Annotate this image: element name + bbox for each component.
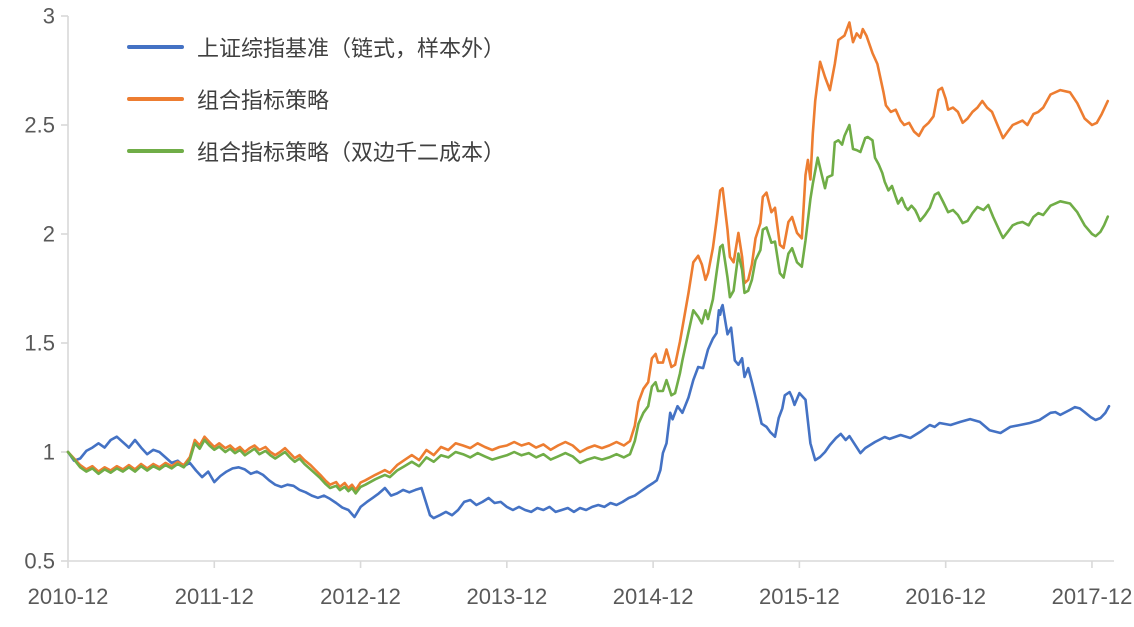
- strategy-series-line: [66, 21, 1110, 492]
- legend-label-benchmark: 上证综指基准（链式，样本外）: [197, 36, 506, 61]
- y-tick-label: 2.5: [24, 113, 55, 138]
- legend: 上证综指基准（链式，样本外） 组合指标策略 组合指标策略（双边千二成本）: [127, 21, 505, 177]
- y-tick-label: 2: [43, 222, 55, 247]
- benchmark-series-line: [66, 303, 1111, 520]
- legend-label-strategy-with-cost: 组合指标策略（双边千二成本）: [197, 140, 506, 165]
- strategy-line-icon: [127, 97, 184, 101]
- x-tick-label: 2014-12: [613, 584, 694, 609]
- y-tick-label: 1.5: [24, 331, 55, 356]
- x-tick-label: 2012-12: [320, 584, 401, 609]
- x-tick-label: 2017-12: [1052, 584, 1133, 609]
- x-tick-label: 2015-12: [759, 584, 840, 609]
- y-tick-label: 0.5: [24, 549, 55, 574]
- strategy-cost-series-line: [66, 123, 1110, 495]
- x-tick-label: 2013-12: [466, 584, 547, 609]
- strategy-cost-line-icon: [127, 149, 184, 153]
- legend-item-benchmark: 上证综指基准（链式，样本外）: [127, 21, 505, 73]
- y-tick-label: 1: [43, 440, 55, 465]
- legend-label-strategy: 组合指标策略: [197, 88, 330, 113]
- x-tick-label: 2010-12: [28, 584, 109, 609]
- x-tick-label: 2011-12: [175, 584, 254, 609]
- legend-item-strategy: 组合指标策略: [127, 73, 505, 125]
- benchmark-line-icon: [127, 45, 184, 49]
- x-tick-label: 2016-12: [905, 584, 986, 609]
- legend-item-strategy-with-cost: 组合指标策略（双边千二成本）: [127, 125, 505, 177]
- y-tick-label: 3: [43, 4, 55, 29]
